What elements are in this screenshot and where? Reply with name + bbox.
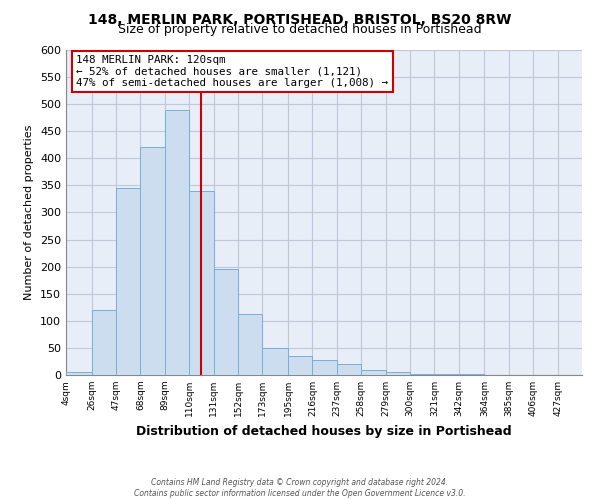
Y-axis label: Number of detached properties: Number of detached properties bbox=[25, 125, 34, 300]
Bar bbox=[386, 372, 410, 375]
Text: 148 MERLIN PARK: 120sqm
← 52% of detached houses are smaller (1,121)
47% of semi: 148 MERLIN PARK: 120sqm ← 52% of detache… bbox=[76, 55, 388, 88]
Bar bbox=[459, 374, 484, 375]
Bar bbox=[238, 314, 262, 375]
Bar bbox=[116, 188, 140, 375]
Bar bbox=[313, 360, 337, 375]
Bar bbox=[361, 370, 386, 375]
Bar bbox=[337, 364, 361, 375]
Text: Size of property relative to detached houses in Portishead: Size of property relative to detached ho… bbox=[118, 22, 482, 36]
Bar bbox=[434, 374, 459, 375]
Bar bbox=[288, 356, 313, 375]
Text: 148, MERLIN PARK, PORTISHEAD, BRISTOL, BS20 8RW: 148, MERLIN PARK, PORTISHEAD, BRISTOL, B… bbox=[88, 12, 512, 26]
Text: Contains HM Land Registry data © Crown copyright and database right 2024.
Contai: Contains HM Land Registry data © Crown c… bbox=[134, 478, 466, 498]
Bar bbox=[262, 348, 288, 375]
X-axis label: Distribution of detached houses by size in Portishead: Distribution of detached houses by size … bbox=[136, 424, 512, 438]
Bar bbox=[410, 374, 434, 375]
Bar bbox=[214, 270, 238, 375]
Bar bbox=[92, 310, 116, 375]
Bar bbox=[165, 110, 189, 375]
Bar bbox=[189, 191, 214, 375]
Bar bbox=[66, 372, 92, 375]
Bar bbox=[140, 148, 165, 375]
